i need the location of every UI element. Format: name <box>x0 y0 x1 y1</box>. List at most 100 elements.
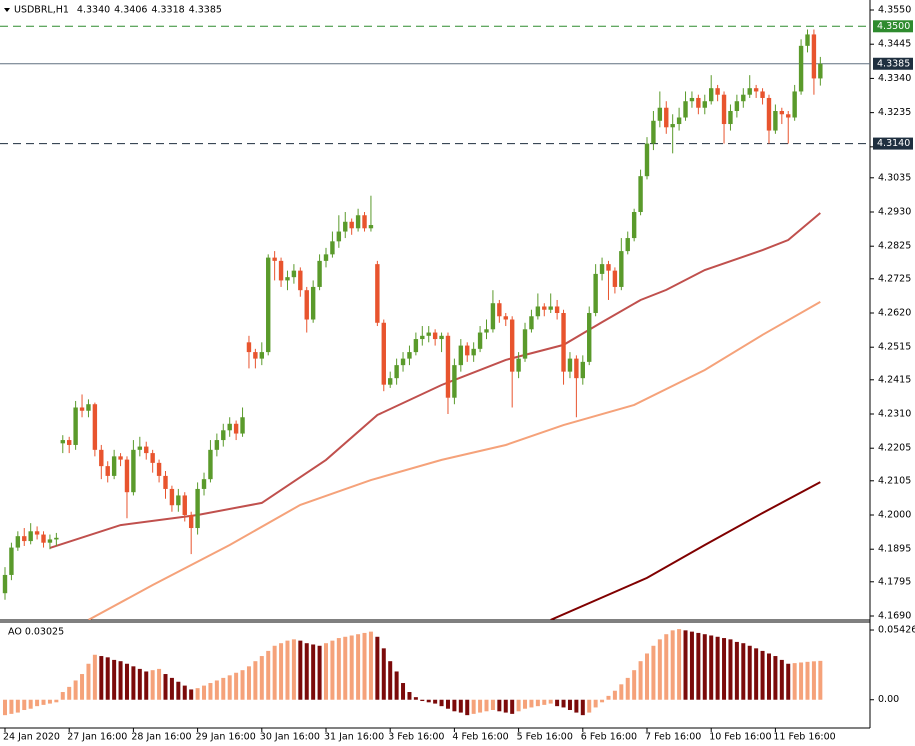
candle-body <box>683 101 688 118</box>
x-tick-label: 27 Jan 16:00 <box>67 732 127 743</box>
candle-body <box>15 536 21 548</box>
candle-body <box>676 117 682 125</box>
candle-body <box>400 358 406 366</box>
ao-bar <box>131 666 136 700</box>
candle-body <box>34 531 40 535</box>
x-tick-label: 4 Feb 16:00 <box>452 732 508 743</box>
ao-bar <box>285 640 290 700</box>
title-value: 4.3340 <box>77 5 110 16</box>
ao-bar <box>535 699 540 707</box>
candle-body <box>362 215 367 229</box>
candle-body <box>535 306 541 317</box>
candle-body <box>317 260 322 287</box>
candle-body <box>715 88 720 95</box>
ao-bar <box>420 699 425 702</box>
ao-bar <box>638 661 643 700</box>
candle-body <box>664 107 669 128</box>
candle-body <box>336 231 342 242</box>
ao-bar <box>786 663 791 700</box>
ao-bar <box>696 632 701 700</box>
y-tick-label: 4.2825 <box>878 241 911 252</box>
ao-bar <box>349 635 354 700</box>
ao-bar <box>664 634 669 700</box>
candle-body <box>497 303 502 317</box>
candle-body <box>548 306 553 310</box>
ao-bar <box>304 643 309 700</box>
ao-bar <box>497 699 502 712</box>
candle-body <box>625 238 630 252</box>
candle-body <box>516 358 521 372</box>
candle-body <box>266 257 271 353</box>
ao-bar <box>651 645 656 700</box>
ao-bar <box>754 648 759 700</box>
candle-body <box>542 306 547 310</box>
ao-bar <box>73 680 78 700</box>
ao-bar <box>176 681 181 700</box>
candle-body <box>163 475 168 489</box>
candle-body <box>612 270 618 287</box>
x-tick-label: 30 Jan 16:00 <box>260 732 320 743</box>
y-tick-label: 4.1895 <box>878 544 911 555</box>
y-tick-label: 4.2515 <box>878 342 911 353</box>
ao-bar <box>195 688 200 700</box>
candle-body <box>195 488 200 529</box>
ao-bar <box>587 699 592 713</box>
candle-body <box>477 332 483 349</box>
ao-bar <box>407 692 412 700</box>
ao-bar <box>567 699 572 711</box>
candle-body <box>343 221 348 232</box>
candle-body <box>92 404 98 450</box>
ao-bar <box>792 663 797 700</box>
ao-bar <box>9 699 14 714</box>
ao-bar <box>606 695 611 700</box>
candle-body <box>599 264 605 274</box>
candle-body <box>330 241 335 255</box>
y-tick-label: 4.2000 <box>878 510 911 521</box>
ao-bar <box>715 636 720 700</box>
ao-bar <box>144 671 149 700</box>
ao-bar <box>124 663 129 700</box>
candle-body <box>381 322 386 385</box>
level-label: 4.3140 <box>877 138 910 149</box>
ao-bar <box>105 657 110 700</box>
ao-bar <box>80 674 85 700</box>
candle-body <box>503 316 508 320</box>
y-tick-label: 4.2930 <box>878 207 911 218</box>
candle-body <box>426 332 431 336</box>
candle-body <box>208 449 213 480</box>
level-label: 4.3385 <box>877 58 910 69</box>
candle-body <box>811 34 817 79</box>
candle-body <box>150 453 155 463</box>
x-tick-label: 3 Feb 16:00 <box>388 732 444 743</box>
ao-bar <box>471 699 476 714</box>
ao-bar <box>368 631 373 700</box>
ao-bar <box>343 636 348 700</box>
ao-bar <box>22 699 27 711</box>
candle-body <box>28 531 33 542</box>
ao-bar <box>227 675 232 700</box>
level-label-box <box>873 137 913 150</box>
x-tick-label: 11 Feb 16:00 <box>773 732 835 743</box>
ao-bar <box>683 630 688 700</box>
ao-bar <box>709 635 714 700</box>
candle-body <box>355 215 361 229</box>
ao-bar <box>523 699 528 709</box>
candle-body <box>554 306 560 313</box>
ao-bar <box>3 699 7 716</box>
y-tick-label: 4.2105 <box>878 475 911 486</box>
candle-body <box>741 94 746 102</box>
y-tick-label: 4.3035 <box>878 172 911 183</box>
candle-body <box>349 221 354 229</box>
ao-bar <box>214 680 219 700</box>
ao-bar <box>465 699 470 716</box>
title-value: 4.3318 <box>151 5 184 16</box>
ao-bar <box>240 670 245 700</box>
candle-body <box>702 101 707 108</box>
y-tick-label: 4.2310 <box>878 409 911 420</box>
candle-body <box>137 446 143 450</box>
candle-body <box>227 423 232 431</box>
ao-bar <box>54 699 59 703</box>
candle-body <box>587 313 592 362</box>
ao-bar <box>41 699 46 705</box>
ao-bar <box>458 699 463 713</box>
